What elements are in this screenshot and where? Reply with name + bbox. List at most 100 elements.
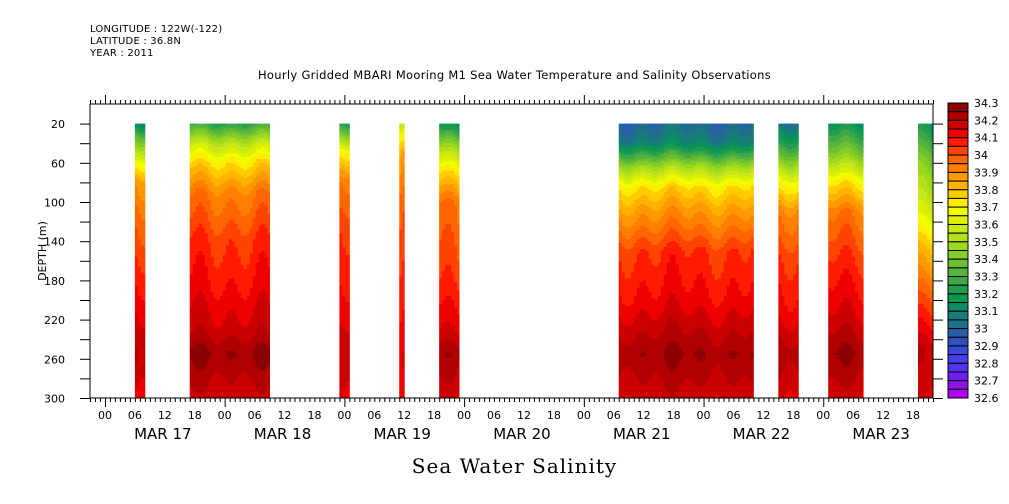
- data-cell: [261, 278, 266, 281]
- data-cell: [140, 392, 145, 395]
- data-cell: [258, 362, 263, 366]
- data-cell: [267, 178, 270, 181]
- data-cell: [222, 200, 227, 203]
- data-cell: [225, 266, 230, 270]
- data-cell: [198, 370, 203, 373]
- data-cell: [201, 211, 206, 215]
- data-cell: [210, 311, 215, 315]
- data-cell: [222, 237, 227, 240]
- data-cell: [348, 280, 350, 283]
- data-cell: [219, 288, 224, 291]
- data-cell: [210, 184, 215, 187]
- data-cell: [345, 350, 349, 354]
- data-cell: [134, 131, 139, 134]
- data-cell: [134, 345, 139, 348]
- data-cell: [137, 300, 142, 303]
- data-cell: [231, 268, 236, 271]
- data-cell: [140, 349, 145, 352]
- data-cell: [264, 209, 269, 213]
- data-cell: [348, 315, 350, 319]
- data-cell: [201, 202, 206, 205]
- data-cell: [249, 327, 254, 330]
- data-cell: [198, 327, 203, 330]
- data-cell: [243, 245, 248, 248]
- data-cell: [201, 217, 206, 221]
- data-cell: [143, 270, 146, 273]
- data-cell: [143, 321, 146, 324]
- data-cell: [399, 203, 403, 207]
- data-cell: [225, 303, 230, 307]
- data-cell: [210, 307, 215, 311]
- data-cell: [219, 147, 224, 150]
- data-cell: [207, 311, 212, 315]
- data-cell: [201, 151, 206, 154]
- data-cell: [240, 366, 245, 369]
- data-cell: [134, 172, 139, 175]
- data-cell: [258, 321, 263, 324]
- data-cell: [204, 311, 209, 315]
- data-cell: [216, 184, 221, 187]
- data-cell: [267, 274, 270, 277]
- data-cell: [134, 286, 139, 289]
- data-cell: [189, 274, 194, 277]
- data-cell: [246, 156, 251, 160]
- data-cell: [261, 202, 266, 205]
- data-cell: [222, 292, 227, 295]
- data-cell: [143, 341, 146, 344]
- data-cell: [399, 147, 403, 150]
- data-cell: [201, 186, 206, 189]
- data-cell: [189, 231, 194, 234]
- data-cell: [231, 392, 236, 395]
- data-cell: [137, 203, 142, 207]
- data-cell: [339, 278, 343, 281]
- data-cell: [216, 352, 221, 356]
- data-cell: [189, 139, 194, 142]
- data-cell: [216, 278, 221, 281]
- data-cell: [143, 392, 146, 395]
- data-cell: [210, 333, 215, 336]
- data-cell: [261, 245, 266, 248]
- data-cell: [342, 352, 346, 356]
- data-cell: [213, 182, 218, 185]
- data-cell: [348, 384, 350, 387]
- data-cell: [195, 249, 200, 252]
- data-cell: [228, 207, 233, 211]
- data-cell: [195, 264, 200, 268]
- data-cell: [234, 262, 239, 266]
- data-cell: [261, 260, 266, 264]
- chart-title: Hourly Gridded MBARI Mooring M1 Sea Wate…: [257, 68, 772, 82]
- data-cell: [267, 303, 270, 307]
- data-cell: [195, 282, 200, 285]
- data-cell: [210, 182, 215, 185]
- data-cell: [252, 301, 257, 305]
- data-cell: [207, 254, 212, 258]
- data-cell: [222, 182, 227, 185]
- data-cell: [207, 298, 212, 301]
- data-cell: [261, 286, 266, 289]
- data-cell: [228, 333, 233, 336]
- data-cell: [198, 182, 203, 185]
- data-cell: [216, 266, 221, 270]
- data-cell: [258, 292, 263, 295]
- data-cell: [143, 127, 146, 130]
- data-cell: [201, 254, 206, 258]
- data-cell: [207, 125, 212, 128]
- data-cell: [261, 139, 266, 142]
- data-cell: [137, 345, 142, 348]
- data-cell: [134, 339, 139, 342]
- data-cell: [195, 221, 200, 224]
- data-cell: [399, 178, 403, 181]
- data-cell: [213, 329, 218, 332]
- data-cell: [137, 368, 142, 371]
- data-cell: [143, 249, 146, 252]
- data-cell: [261, 374, 266, 377]
- data-cell: [252, 162, 257, 166]
- data-cell: [134, 301, 139, 305]
- data-cell: [243, 200, 248, 203]
- data-cell: [246, 153, 251, 156]
- data-cell: [219, 180, 224, 183]
- data-cell: [140, 341, 145, 344]
- data-cell: [234, 307, 239, 311]
- data-cell: [143, 229, 146, 232]
- data-cell: [264, 386, 269, 389]
